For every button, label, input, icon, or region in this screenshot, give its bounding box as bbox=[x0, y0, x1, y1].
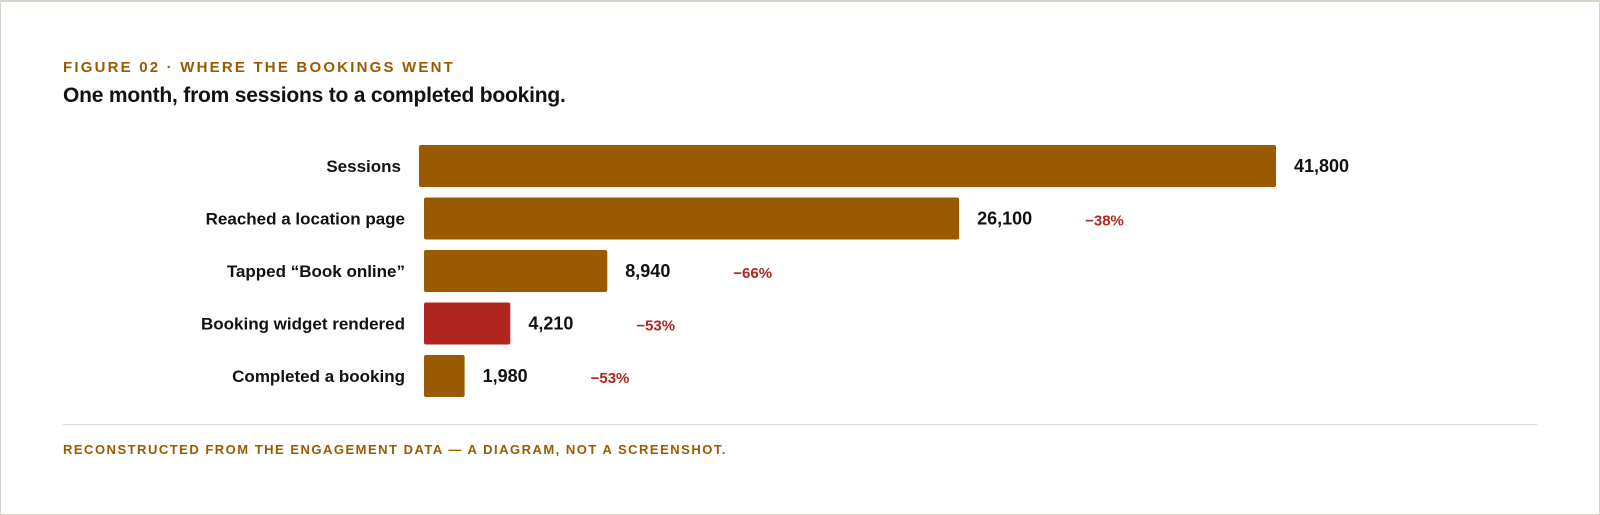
funnel-bar bbox=[424, 355, 465, 397]
funnel-bar bbox=[424, 302, 511, 345]
funnel-bar bbox=[424, 197, 960, 240]
value-label: 41,800 bbox=[1294, 156, 1349, 176]
figure-eyebrow: FIGURE 02 · WHERE THE BOOKINGS WENT bbox=[63, 59, 456, 76]
category-label: Completed a booking bbox=[232, 367, 405, 386]
drop-label: −53% bbox=[591, 370, 630, 387]
value-label: 26,100 bbox=[977, 209, 1032, 229]
drop-label: −38% bbox=[1085, 213, 1124, 230]
value-label: 4,210 bbox=[528, 314, 573, 334]
drop-label: −53% bbox=[636, 318, 675, 335]
footnote: RECONSTRUCTED FROM THE ENGAGEMENT DATA —… bbox=[63, 442, 727, 457]
category-label: Sessions bbox=[326, 157, 401, 176]
category-label: Tapped “Book online” bbox=[227, 262, 405, 281]
value-label: 8,940 bbox=[625, 261, 670, 281]
category-label: Reached a location page bbox=[206, 210, 405, 229]
category-label: Booking widget rendered bbox=[201, 315, 405, 334]
funnel-bar bbox=[424, 250, 608, 292]
value-label: 1,980 bbox=[483, 366, 528, 386]
funnel-bar bbox=[419, 145, 1276, 187]
figure-title: One month, from sessions to a completed … bbox=[63, 84, 566, 107]
drop-label: −66% bbox=[733, 265, 772, 282]
divider bbox=[63, 424, 1537, 425]
